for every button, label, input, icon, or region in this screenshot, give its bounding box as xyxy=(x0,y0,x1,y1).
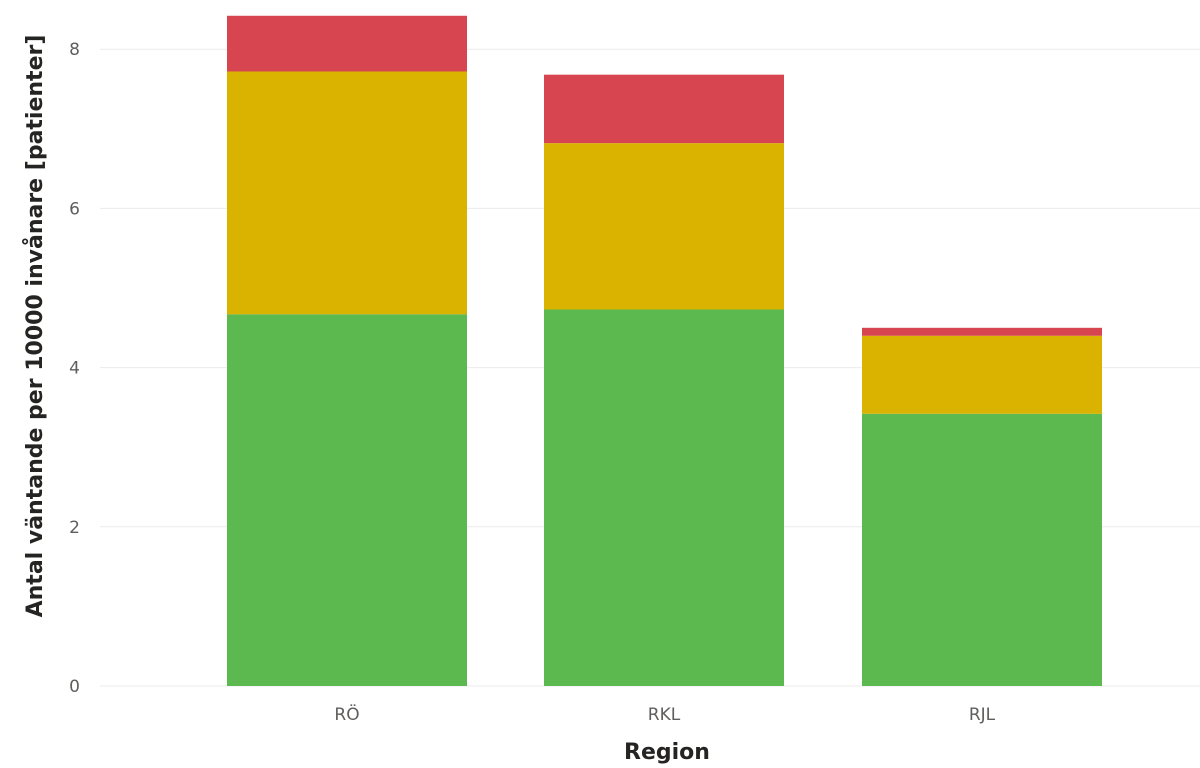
bar-segment xyxy=(227,15,467,72)
bar-segment xyxy=(862,413,1102,686)
y-tick-label: 6 xyxy=(69,199,80,219)
y-tick-label: 0 xyxy=(69,677,80,697)
bar-segment xyxy=(227,71,467,315)
x-tick-label: RÖ xyxy=(334,703,359,725)
y-axis-title: Antal väntande per 10000 invånare [patie… xyxy=(22,35,48,618)
bar-segment xyxy=(227,314,467,686)
y-tick-label: 8 xyxy=(69,40,80,60)
y-tick-labels: 0 2 4 6 8 xyxy=(69,40,80,697)
y-tick-label: 4 xyxy=(69,359,80,379)
x-tick-label: RKL xyxy=(648,705,681,725)
bar-segment xyxy=(544,309,784,686)
bar-segment xyxy=(544,143,784,310)
y-tick-label: 2 xyxy=(69,518,80,538)
bar-segment xyxy=(862,327,1102,336)
x-tick-labels: RÖ RKL RJL xyxy=(334,703,995,725)
bars xyxy=(227,15,1102,686)
x-tick-label: RJL xyxy=(969,705,996,725)
bar-segment xyxy=(544,74,784,144)
x-axis-title: Region xyxy=(624,740,710,765)
bar-segment xyxy=(862,335,1102,414)
